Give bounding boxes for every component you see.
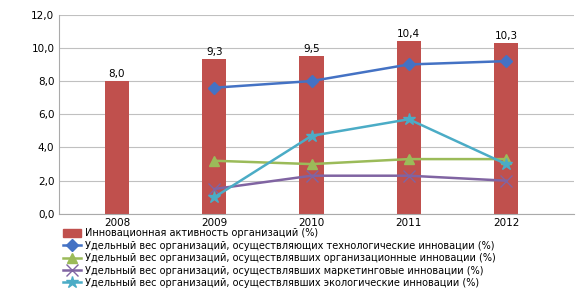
- Bar: [494, 43, 519, 214]
- Text: 9,5: 9,5: [304, 44, 320, 54]
- Legend: Инновационная активность организаций (%), Удельный вес организаций, осуществляющ: Инновационная активность организаций (%)…: [63, 229, 496, 288]
- Bar: [397, 41, 421, 214]
- Text: 10,4: 10,4: [397, 29, 420, 39]
- Text: 9,3: 9,3: [206, 47, 223, 57]
- Text: 10,3: 10,3: [495, 31, 518, 41]
- Bar: [105, 81, 129, 214]
- Bar: [202, 59, 226, 214]
- Bar: [299, 56, 323, 214]
- Text: 8,0: 8,0: [109, 69, 125, 79]
